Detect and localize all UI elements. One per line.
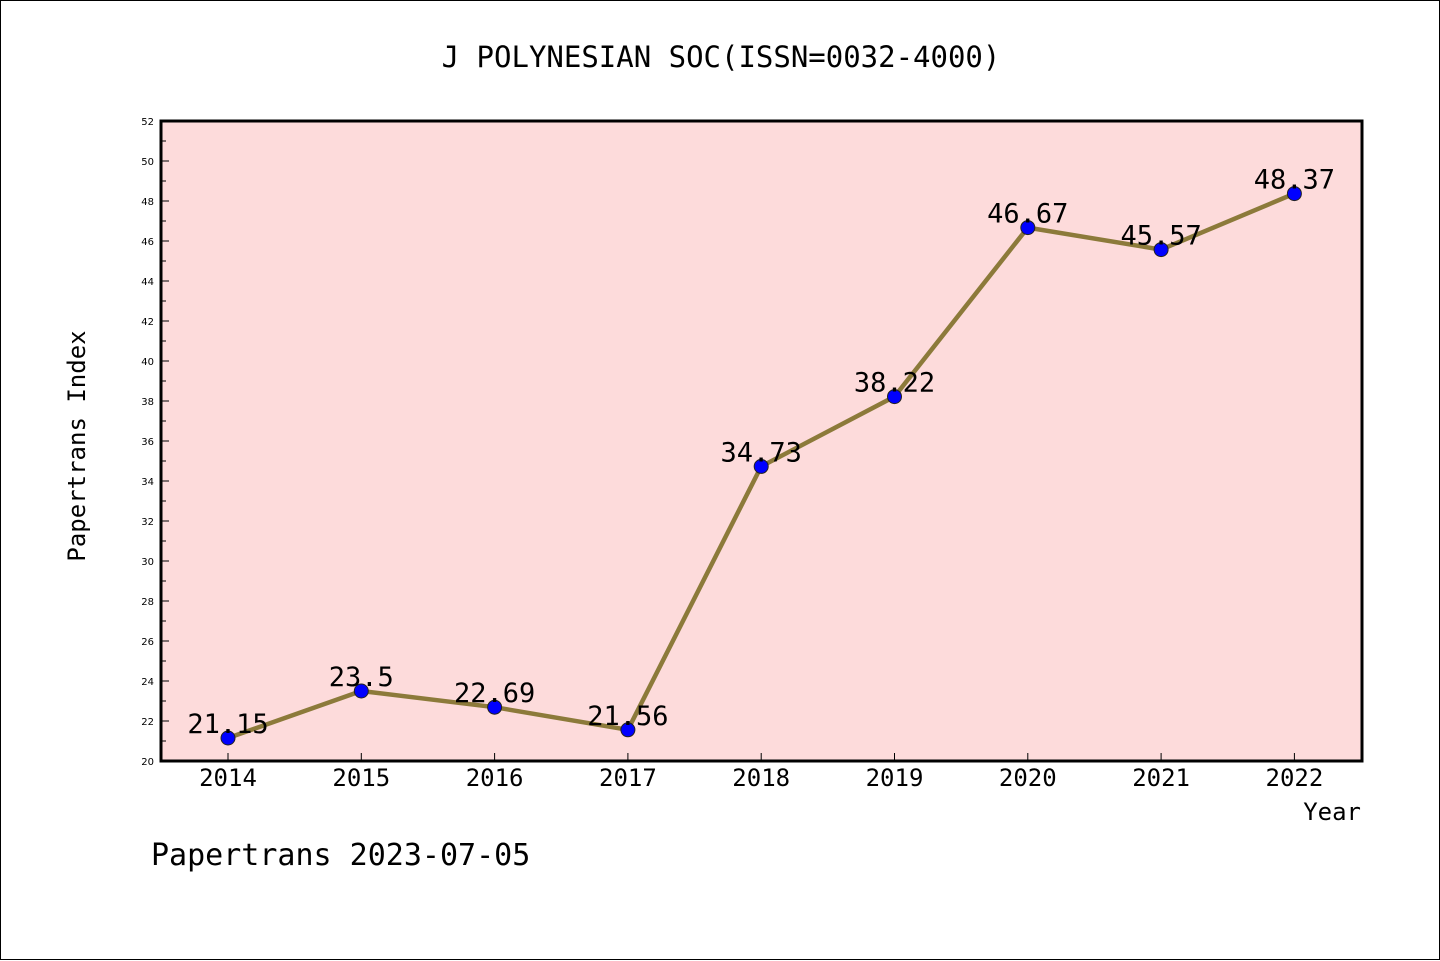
y-tick-label: 38	[141, 397, 154, 408]
data-point	[753, 458, 769, 474]
data-point	[220, 730, 236, 746]
data-point	[353, 683, 369, 699]
data-label: 34.73	[721, 437, 802, 468]
data-labels: 21.15 23.5 22.69 21.56 34.73 38.22 46.67 45.57 4…	[187, 165, 1335, 740]
chart-title: J POLYNESIAN SOC(ISSN=0032-4000)	[442, 40, 1001, 74]
x-tick-label: 2022	[1266, 764, 1324, 792]
y-tick-label: 32	[141, 517, 154, 528]
y-tick-label: 46	[141, 237, 154, 248]
x-tick-label: 2019	[866, 764, 924, 792]
x-axis: 2014 2015 2016 2017 2018 2019 2020 2021 2022	[199, 753, 1323, 792]
data-point	[1153, 242, 1169, 258]
data-label: 21.15	[187, 709, 268, 740]
x-tick-label: 2014	[199, 764, 257, 792]
y-tick-label: 36	[141, 437, 154, 448]
y-tick-label: 40	[141, 357, 154, 368]
y-tick-label: 34	[141, 477, 154, 488]
y-tick-label: 52	[141, 117, 154, 128]
y-axis: 20 22 24 26 28 30 32 34 36 38 40 42 44 46 48 50 52	[141, 117, 169, 768]
data-point	[487, 699, 503, 715]
y-tick-label: 50	[141, 157, 154, 168]
y-tick-label: 42	[141, 317, 154, 328]
data-point	[620, 722, 636, 738]
data-label: 48.37	[1254, 165, 1335, 196]
x-tick-label: 2017	[599, 764, 657, 792]
y-tick-label: 24	[141, 677, 154, 688]
y-tick-label: 20	[141, 757, 154, 768]
x-tick-label: 2018	[732, 764, 790, 792]
x-tick-label: 2015	[332, 764, 390, 792]
y-tick-label: 22	[141, 717, 154, 728]
data-point	[1020, 220, 1036, 236]
x-tick-label: 2021	[1132, 764, 1190, 792]
y-tick-label: 30	[141, 557, 154, 568]
data-point	[1286, 186, 1302, 202]
y-tick-label: 48	[141, 197, 154, 208]
data-label: 45.57	[1120, 221, 1201, 252]
x-tick-label: 2016	[466, 764, 524, 792]
data-label: 22.69	[454, 678, 535, 709]
data-point	[887, 389, 902, 405]
plot-area	[159, 119, 1364, 763]
y-tick-label: 26	[141, 637, 154, 648]
data-label: 38.22	[854, 368, 935, 399]
footer-stamp: Papertrans 2023-07-05	[151, 838, 530, 873]
data-label: 46.67	[987, 199, 1068, 230]
y-axis-title: Papertrans Index	[63, 330, 91, 561]
y-tick-label: 44	[141, 277, 154, 288]
data-label: 21.56	[587, 701, 668, 732]
series-markers	[220, 186, 1302, 746]
x-axis-title: Year	[1303, 798, 1361, 826]
y-tick-label: 28	[141, 597, 154, 608]
x-tick-label: 2020	[999, 764, 1057, 792]
data-label: 23.5	[329, 662, 394, 693]
